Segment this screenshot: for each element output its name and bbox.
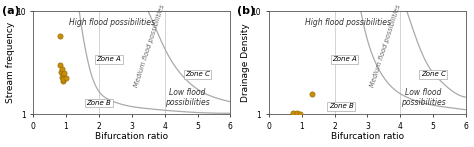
Text: Zone C: Zone C bbox=[185, 71, 210, 77]
Point bbox=[57, 71, 65, 73]
Text: (b): (b) bbox=[237, 6, 255, 16]
Text: Zone C: Zone C bbox=[421, 71, 446, 77]
Point bbox=[58, 75, 66, 78]
Point bbox=[59, 73, 66, 75]
X-axis label: Bifurcation ratio: Bifurcation ratio bbox=[95, 132, 168, 141]
Text: Medium flood possibilities: Medium flood possibilities bbox=[369, 4, 402, 88]
Point bbox=[58, 67, 66, 70]
Point bbox=[62, 77, 70, 79]
Point bbox=[61, 72, 68, 74]
Text: High flood possibilities: High flood possibilities bbox=[305, 18, 391, 27]
Text: Medium flood possibilities: Medium flood possibilities bbox=[134, 4, 166, 88]
Text: Zone B: Zone B bbox=[329, 103, 354, 109]
Text: Zone B: Zone B bbox=[87, 100, 111, 106]
Y-axis label: Stream frequency: Stream frequency bbox=[6, 22, 15, 103]
Point bbox=[308, 93, 315, 95]
Text: Zone A: Zone A bbox=[332, 56, 357, 62]
Y-axis label: Drainage Density: Drainage Density bbox=[241, 23, 250, 102]
Point bbox=[293, 112, 301, 114]
Point bbox=[60, 78, 67, 80]
Point bbox=[59, 80, 66, 82]
X-axis label: Bifurcation ratio: Bifurcation ratio bbox=[331, 132, 404, 141]
Point bbox=[290, 112, 297, 115]
Point bbox=[296, 113, 304, 115]
Text: (a): (a) bbox=[1, 6, 19, 16]
Point bbox=[56, 64, 64, 66]
Text: Zone A: Zone A bbox=[96, 56, 121, 62]
Text: High flood possibilities: High flood possibilities bbox=[69, 18, 155, 27]
Point bbox=[56, 35, 64, 38]
Text: Low flood
possibilities: Low flood possibilities bbox=[165, 87, 210, 107]
Text: Low flood
possibilities: Low flood possibilities bbox=[401, 87, 446, 107]
